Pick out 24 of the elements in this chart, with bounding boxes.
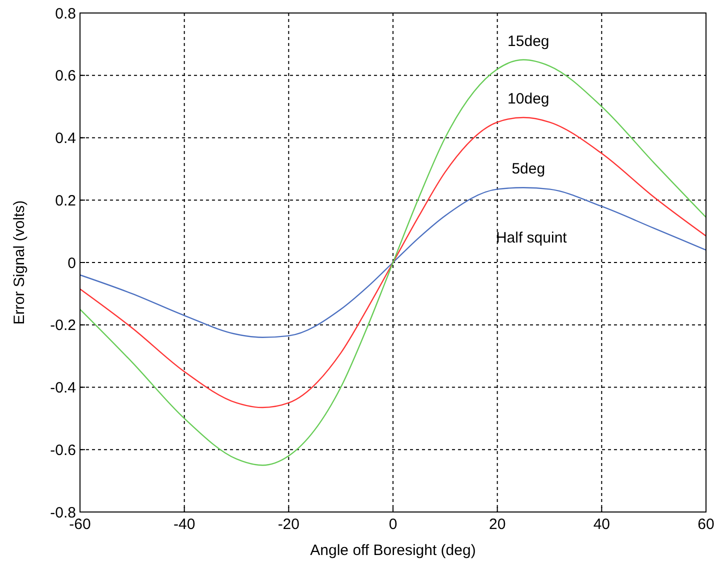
y-tick-label: 0 — [68, 254, 76, 272]
line-series — [79, 59, 707, 466]
y-tick-label: 0.4 — [55, 130, 76, 147]
y-tick-label: 0.6 — [55, 68, 76, 85]
annotation: Half squint — [496, 230, 568, 246]
y-tick-label: -0.8 — [50, 504, 76, 522]
y-tick-label: -0.2 — [50, 317, 76, 334]
series-label: 10deg — [508, 90, 550, 108]
series-label: 15deg — [508, 32, 550, 50]
line-series — [79, 187, 707, 338]
y-tick-label: -0.4 — [50, 380, 76, 396]
x-tick-label: 40 — [593, 516, 610, 533]
x-tick-label: 20 — [488, 516, 506, 533]
line-series — [79, 116, 707, 408]
x-tick-label: -40 — [173, 516, 196, 533]
x-tick-label: 0 — [388, 516, 398, 533]
y-tick-label: 0.2 — [55, 192, 76, 210]
x-axis-title: Angle off Boresight (deg) — [310, 542, 476, 559]
y-tick-label: -0.6 — [50, 442, 76, 459]
x-tick-label: -20 — [278, 516, 300, 533]
x-tick-label: 60 — [698, 516, 714, 533]
series-label: 5deg — [512, 160, 546, 178]
y-axis-title: Error Signal (volts) — [11, 200, 28, 325]
y-tick-label: 0.8 — [55, 5, 76, 22]
